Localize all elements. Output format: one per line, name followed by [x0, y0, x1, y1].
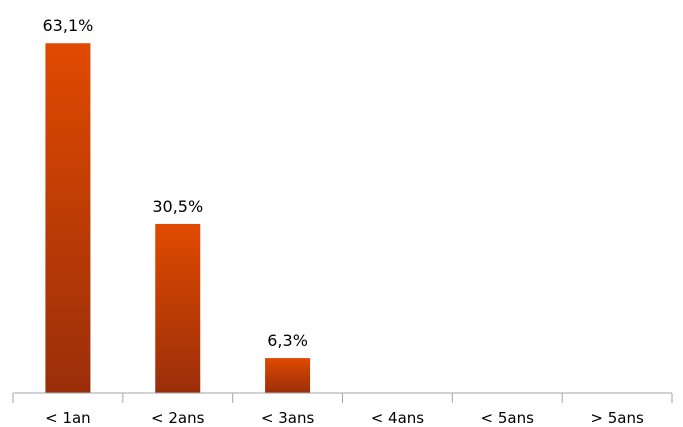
x-tick-label: > 5ans — [590, 409, 644, 427]
bar — [45, 43, 91, 393]
bar — [265, 358, 311, 393]
bars-group — [45, 43, 311, 393]
data-label: 63,1% — [43, 16, 94, 35]
bar — [155, 223, 201, 393]
data-labels-group: 63,1% 30,5% 6,3% — [43, 16, 308, 350]
x-tick-label: < 4ans — [371, 409, 425, 427]
x-tick-label: < 3ans — [261, 409, 315, 427]
x-tick-label: < 1an — [45, 409, 91, 427]
data-label: 6,3% — [267, 331, 308, 350]
x-tick-label: < 5ans — [481, 409, 535, 427]
x-tick-label: < 2ans — [151, 409, 205, 427]
data-label: 30,5% — [152, 197, 203, 216]
x-axis-tick-labels: < 1an < 2ans < 3ans < 4ans < 5ans > 5ans — [45, 409, 644, 427]
x-axis-ticks — [12, 393, 673, 403]
